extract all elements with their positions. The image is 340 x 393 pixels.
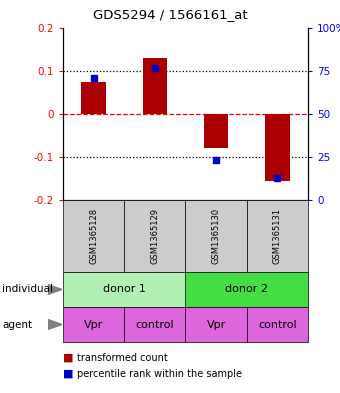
Text: GSM1365130: GSM1365130 [211,208,221,264]
Text: control: control [258,320,297,329]
Text: donor 2: donor 2 [225,285,268,294]
Polygon shape [48,285,62,294]
Text: ■: ■ [63,369,73,379]
Text: ■: ■ [63,353,73,363]
Bar [265,114,290,181]
Text: agent: agent [2,320,32,329]
Text: percentile rank within the sample: percentile rank within the sample [77,369,242,379]
Text: individual: individual [2,285,53,294]
Text: control: control [136,320,174,329]
Text: Vpr: Vpr [84,320,103,329]
Text: GSM1365129: GSM1365129 [150,208,159,264]
Text: GSM1365131: GSM1365131 [273,208,282,264]
Text: GDS5294 / 1566161_at: GDS5294 / 1566161_at [93,8,247,21]
Text: Vpr: Vpr [206,320,226,329]
Bar [204,114,228,149]
Text: GSM1365128: GSM1365128 [89,208,98,264]
Text: donor 1: donor 1 [103,285,146,294]
Bar [142,58,167,114]
Text: transformed count: transformed count [77,353,168,363]
Bar [81,82,106,114]
Polygon shape [48,320,62,329]
